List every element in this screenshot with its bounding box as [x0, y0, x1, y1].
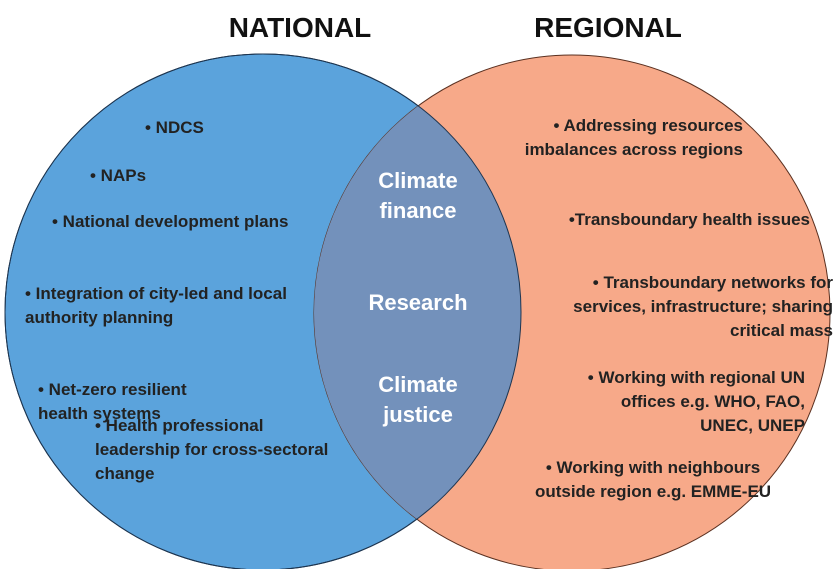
- regional-item: • Working with neighbours outside region…: [534, 458, 772, 501]
- overlap-item: Climate justice: [378, 372, 458, 427]
- regional-item: • Working with regional UN offices e.g. …: [587, 368, 805, 435]
- national-item: • Health professional leadership for cro…: [95, 416, 329, 483]
- title-national: NATIONAL: [228, 12, 372, 43]
- overlap-item: Climate finance: [378, 168, 458, 223]
- regional-item: • Transboundary networks for services, i…: [573, 273, 833, 340]
- national-item: • National development plans: [52, 212, 289, 231]
- national-item: • NDCS: [145, 118, 204, 137]
- overlap-item: Research: [368, 290, 468, 315]
- national-outline: [4, 53, 522, 569]
- regional-item: • Addressing resources imbalances across…: [524, 116, 743, 159]
- national-item: • Integration of city-led and local auth…: [25, 284, 287, 327]
- overlap: [314, 55, 521, 569]
- regional-item: •Transboundary health issues: [568, 210, 810, 229]
- national-item: • Net-zero resilient health systems: [38, 380, 187, 423]
- title-regional: REGIONAL: [534, 12, 682, 43]
- national-item: • NAPs: [90, 166, 147, 185]
